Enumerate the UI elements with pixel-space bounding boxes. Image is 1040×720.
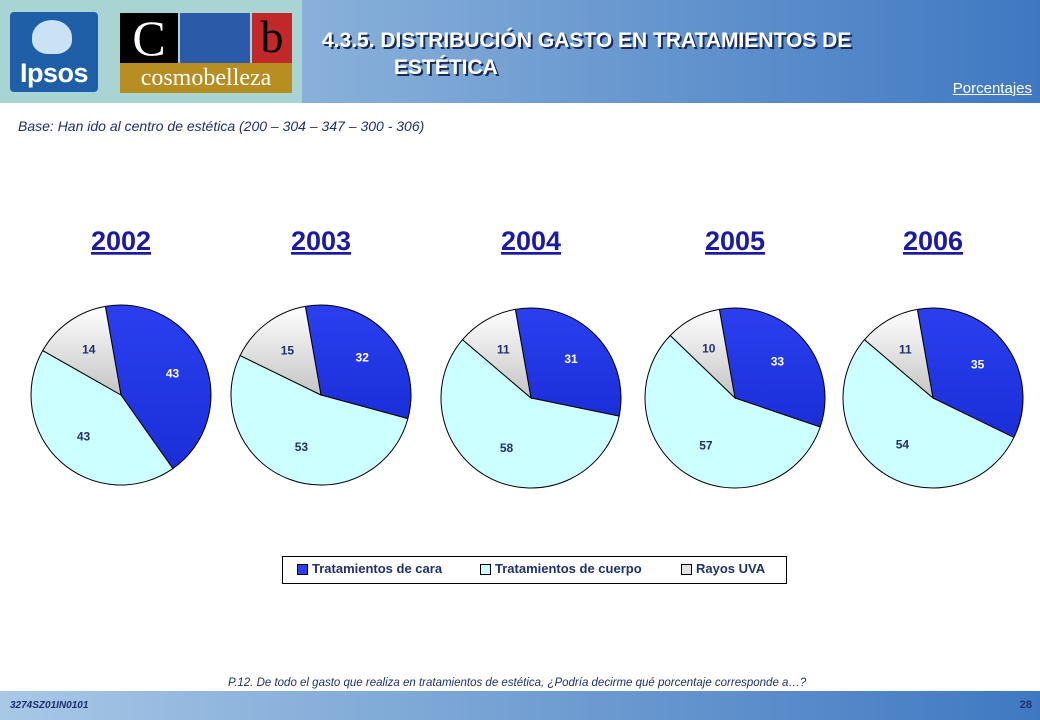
base-note: Base: Han ido al centro de estética (200… [18,118,425,134]
pie-2006: 2006 35 54 11 [842,226,1024,489]
year-label-2004: 2004 [501,226,561,256]
data-label-cara-2004: 31 [564,352,578,366]
year-label-2003: 2003 [291,226,351,256]
slice-cara-2005 [718,307,826,428]
legend-label-rayos: Rayos UVA [696,561,766,576]
legend-label-cuerpo: Tratamientos de cuerpo [495,561,642,576]
logo-figure-icon [180,13,250,63]
cosmobelleza-wordmark: cosmobelleza [120,63,292,93]
legend-label-cara: Tratamientos de cara [312,561,443,576]
legend-item-cuerpo: Tratamientos de cuerpo [480,561,642,576]
data-label-rayos-2006: 11 [899,343,912,357]
slice-cuerpo-2002 [30,349,174,486]
slice-cuerpo-2006 [842,338,1015,489]
data-label-cara-2005: 33 [771,355,785,369]
data-label-cuerpo-2002: 43 [77,429,91,443]
question-note: P.12. De todo el gasto que realiza en tr… [228,677,807,689]
year-label-2005: 2005 [705,226,765,256]
slice-cuerpo-2003 [230,354,409,486]
slice-cara-2003 [304,304,412,420]
data-label-rayos-2003: 15 [281,343,295,357]
ipsos-logo-text: Ipsos [19,58,89,88]
cosmobelleza-logo: C b [120,13,292,63]
slice-cuerpo-2004 [440,338,620,489]
slice-cara-2004 [514,307,622,417]
ipsos-face-icon [32,20,72,54]
ipsos-logo: Ipsos [10,12,98,92]
pie-2004: 2004 31 58 11 [440,226,622,489]
page-title-line2: ESTÉTICA [394,56,498,79]
slice-cara-2002 [104,304,212,470]
year-label-2006: 2006 [903,226,963,256]
data-label-cuerpo-2006: 54 [896,438,910,452]
slice-rayos-2002 [42,305,122,396]
pie-2003: 2003 32 53 15 [230,226,412,486]
units-link[interactable]: Porcentajes [952,80,1032,97]
slice-cuerpo-2005 [644,334,821,489]
page-title-line1: 4.3.5. DISTRIBUCIÓN GASTO EN TRATAMIENTO… [322,29,852,52]
data-label-rayos-2004: 11 [497,343,510,357]
slice-rayos-2006 [863,308,934,400]
legend-swatch-cara [297,564,308,576]
legend-item-cara: Tratamientos de cara [297,561,442,576]
pie-2005: 2005 33 57 10 [644,226,826,489]
data-label-cuerpo-2004: 58 [500,441,514,455]
logo-letter-b: b [252,13,292,63]
legend-swatch-rayos [681,564,692,576]
page-title: 4.3.5. DISTRIBUCIÓN GASTO EN TRATAMIENTO… [322,27,972,81]
pie-2002: 2002 43 43 14 [30,226,212,486]
page-number: 28 [1019,699,1032,711]
data-label-rayos-2005: 10 [702,342,716,356]
legend-swatch-cuerpo [480,564,491,576]
data-label-cara-2003: 32 [356,350,370,364]
legend-item-rayos: Rayos UVA [681,561,765,576]
footer-bar [0,691,1040,720]
pie-charts: 2002 43 43 14 2003 32 53 15 2004 31 58 11 2005 33 57 10… [30,226,1024,489]
slice-cara-2006 [916,307,1024,439]
data-label-cuerpo-2005: 57 [699,439,713,453]
year-label-2002: 2002 [91,226,151,256]
data-label-rayos-2002: 14 [82,342,96,356]
slice-rayos-2003 [239,305,322,396]
data-label-cara-2006: 35 [971,357,985,371]
footer-code: 3274SZ01IN0101 [10,700,89,711]
chart-legend: Tratamientos de cara Tratamientos de cue… [282,556,787,584]
slice-rayos-2004 [461,308,532,400]
logo-panel: Ipsos C b cosmobelleza [0,0,302,103]
logo-letter-c: C [120,13,178,63]
data-label-cuerpo-2003: 53 [295,440,309,454]
data-label-cara-2002: 43 [166,367,180,381]
slice-rayos-2005 [669,308,736,400]
